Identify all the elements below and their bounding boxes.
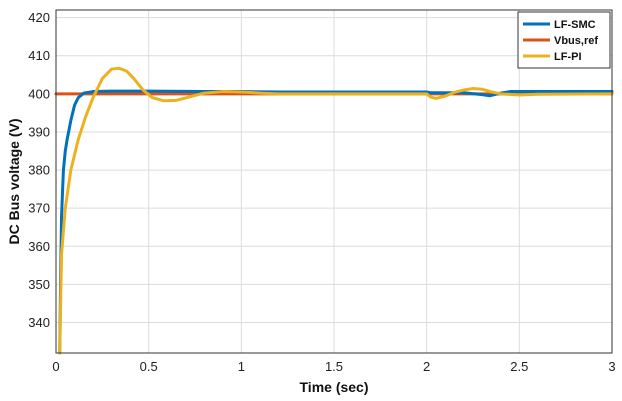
y-tick-label: 350 bbox=[28, 277, 50, 292]
series-lines bbox=[54, 66, 614, 355]
legend-label: LF-PI bbox=[554, 51, 582, 63]
series-line-lf-pi bbox=[58, 66, 614, 355]
x-tick-label: 2.5 bbox=[510, 359, 528, 374]
y-axis-label: DC Bus voltage (V) bbox=[6, 118, 22, 244]
plot-frame bbox=[55, 9, 613, 354]
x-tick-label: 0.5 bbox=[140, 359, 158, 374]
x-tick-label: 1 bbox=[238, 359, 245, 374]
x-tick-label: 3 bbox=[608, 359, 615, 374]
y-tick-label: 340 bbox=[28, 315, 50, 330]
x-tick-label: 1.5 bbox=[325, 359, 343, 374]
y-tick-label: 380 bbox=[28, 163, 50, 178]
y-tick-label: 390 bbox=[28, 124, 50, 139]
y-tick-label: 410 bbox=[28, 48, 50, 63]
x-tick-label: 2 bbox=[423, 359, 430, 374]
legend-label: LF-SMC bbox=[554, 19, 596, 31]
series-line-lf-smc bbox=[58, 89, 614, 355]
y-tick-label: 400 bbox=[28, 86, 50, 101]
y-tick-label: 420 bbox=[28, 10, 50, 25]
legend: LF-SMC Vbus,ref LF-PI bbox=[517, 11, 611, 69]
tick-labels: 0 0.5 1 1.5 2 2.5 3 340 350 360 370 380 390 400 410 420 bbox=[28, 10, 615, 374]
x-tick-label: 0 bbox=[52, 359, 59, 374]
y-tick-label: 360 bbox=[28, 239, 50, 254]
y-tick-label: 370 bbox=[28, 201, 50, 216]
legend-label: Vbus,ref bbox=[554, 35, 598, 47]
x-axis-label: Time (sec) bbox=[300, 379, 369, 395]
